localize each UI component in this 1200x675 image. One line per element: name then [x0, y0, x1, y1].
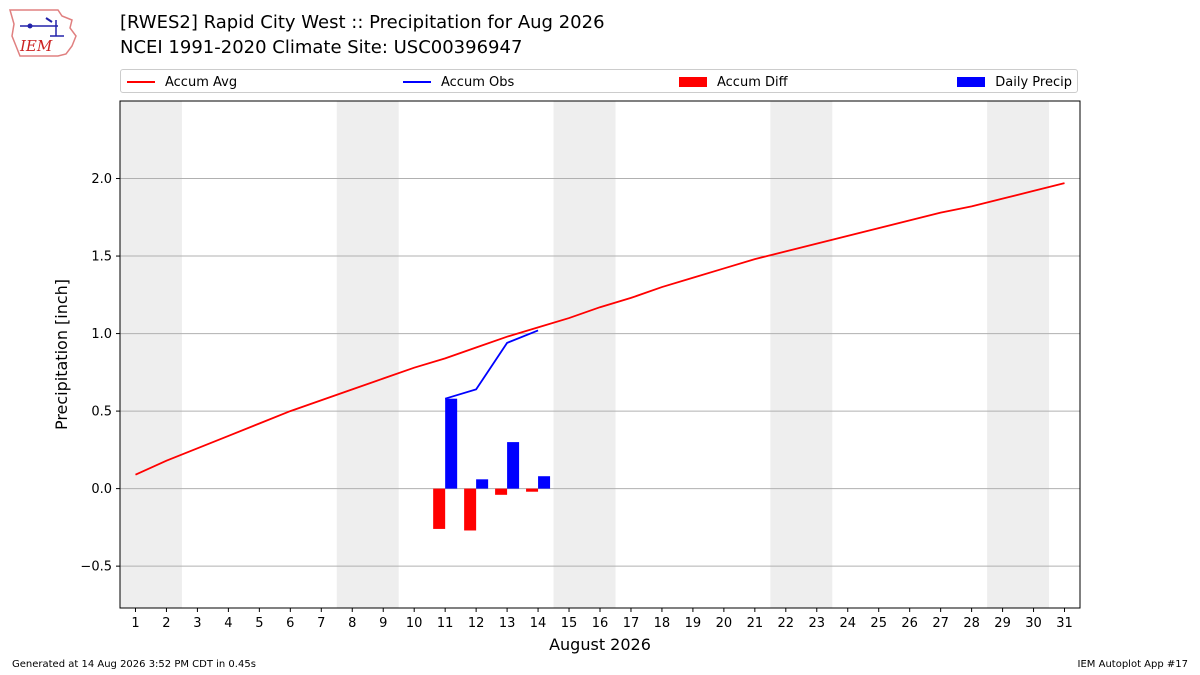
daily-precip-bar: [445, 398, 458, 489]
legend-item-accum-obs: Accum Obs: [403, 73, 514, 91]
x-tick-label: 14: [530, 616, 547, 631]
daily-precip-bar: [538, 476, 551, 489]
accum-avg-line: [135, 182, 1065, 476]
x-tick-label: 27: [932, 616, 949, 631]
weekend-band: [770, 101, 833, 608]
legend: Accum Avg Accum Obs Accum Diff Daily Precip: [120, 69, 1078, 93]
x-tick-label: 17: [623, 616, 640, 631]
x-tick-label: 21: [747, 616, 764, 631]
x-axis-label: August 2026: [549, 635, 651, 654]
chart-title: [RWES2] Rapid City West :: Precipitation…: [120, 12, 605, 33]
daily-precip-bar: [476, 479, 489, 489]
accum-obs-line: [444, 329, 539, 400]
x-tick-label: 31: [1056, 616, 1073, 631]
x-tick-label: 13: [499, 616, 516, 631]
x-tick-label: 25: [870, 616, 887, 631]
legend-swatch: [679, 77, 707, 87]
x-tick-label: 28: [963, 616, 980, 631]
y-tick-label: 1.0: [91, 327, 112, 342]
y-tick-label: 2.0: [91, 172, 112, 187]
x-tick-label: 9: [379, 616, 387, 631]
y-tick-label: 0.5: [91, 405, 112, 420]
y-tick-label: 0.0: [91, 482, 112, 497]
x-tick-label: 4: [224, 616, 232, 631]
daily-precip-bar: [507, 442, 520, 489]
x-tick-label: 7: [317, 616, 325, 631]
legend-label: Accum Obs: [441, 74, 515, 90]
x-tick-label: 19: [685, 616, 702, 631]
x-tick-label: 22: [778, 616, 795, 631]
x-tick-label: 11: [437, 616, 454, 631]
footer-app: IEM Autoplot App #17: [1077, 659, 1188, 670]
x-tick-label: 30: [1025, 616, 1042, 631]
x-tick-label: 12: [468, 616, 485, 631]
x-tick-label: 24: [839, 616, 856, 631]
legend-swatch: [403, 81, 431, 83]
x-tick-label: 16: [592, 616, 609, 631]
weekend-band: [553, 101, 616, 608]
x-tick-label: 5: [255, 616, 263, 631]
x-tick-label: 1: [131, 616, 139, 631]
legend-item-accum-avg: Accum Avg: [127, 73, 237, 91]
y-axis-label: Precipitation [inch]: [52, 279, 71, 430]
legend-swatch: [957, 77, 986, 87]
x-tick-label: 18: [654, 616, 671, 631]
x-tick-label: 3: [193, 616, 201, 631]
y-tick-label: −0.5: [80, 560, 112, 575]
weekend-band: [336, 101, 399, 608]
x-tick-label: 20: [716, 616, 733, 631]
weekend-band: [120, 101, 182, 608]
x-tick-label: 2: [162, 616, 170, 631]
legend-swatch: [127, 81, 155, 83]
x-tick-label: 29: [994, 616, 1011, 631]
footer-generated: Generated at 14 Aug 2026 3:52 PM CDT in …: [12, 659, 256, 670]
accum-diff-bar: [464, 488, 477, 531]
legend-label: Accum Diff: [717, 74, 788, 90]
x-tick-label: 10: [406, 616, 423, 631]
weekend-band: [987, 101, 1050, 608]
accum-diff-bar: [526, 488, 539, 492]
iem-logo: IEM: [9, 9, 77, 57]
x-tick-label: 6: [286, 616, 294, 631]
y-tick-label: 1.5: [91, 250, 112, 265]
x-tick-label: 23: [809, 616, 826, 631]
logo-text: IEM: [19, 37, 53, 55]
legend-label: Daily Precip: [995, 74, 1072, 90]
legend-item-accum-diff: Accum Diff: [679, 73, 788, 91]
accum-diff-bar: [433, 488, 446, 529]
accum-diff-bar: [495, 488, 508, 495]
x-tick-label: 26: [901, 616, 918, 631]
x-tick-label: 8: [348, 616, 356, 631]
x-tick-label: 15: [561, 616, 578, 631]
legend-item-daily-precip: Daily Precip: [957, 73, 1072, 91]
chart-subtitle: NCEI 1991-2020 Climate Site: USC00396947: [120, 37, 523, 58]
legend-label: Accum Avg: [165, 74, 238, 90]
